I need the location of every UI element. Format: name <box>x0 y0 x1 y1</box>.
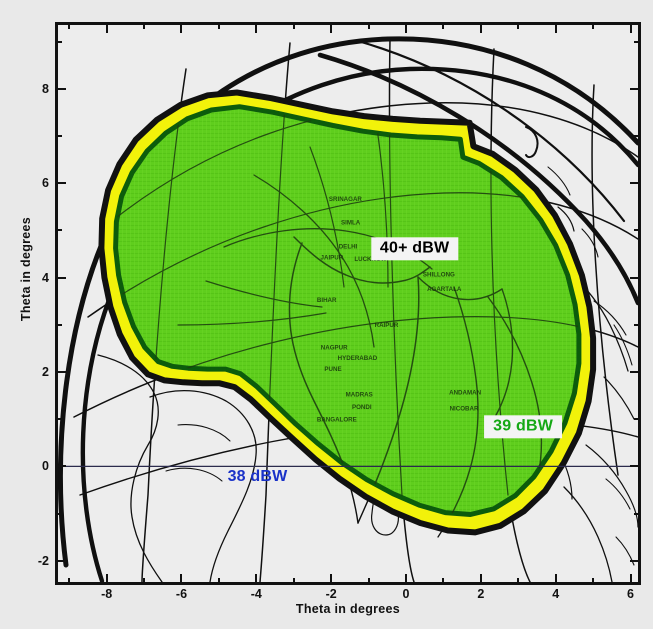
y-tick-right <box>630 276 639 279</box>
y-tick-label: 4 <box>42 270 49 285</box>
y-tick-right <box>634 323 639 326</box>
y-tick <box>57 418 62 421</box>
y-tick-right <box>630 182 639 185</box>
y-tick-label: 0 <box>42 459 49 474</box>
x-tick <box>292 578 295 583</box>
contour-map-canvas: SRINAGARSIMLADELHIJAIPURLUCKNOWPATNAGUWA… <box>58 36 638 582</box>
place-label: PONDI <box>352 404 372 411</box>
x-tick <box>479 574 482 583</box>
x-tick <box>442 578 445 583</box>
place-label: NAGPUR <box>321 344 348 351</box>
x-tick-label: 6 <box>627 587 634 601</box>
place-label: RAIPUR <box>375 322 399 329</box>
x-tick-label: -4 <box>250 587 262 601</box>
place-label: BANGALORE <box>317 417 357 424</box>
x-tick-top <box>517 24 520 29</box>
y-tick <box>57 229 62 232</box>
y-tick-label: 6 <box>42 176 49 191</box>
x-tick-label: 2 <box>477 587 485 601</box>
contour-label-38-dbw: 38 dBW <box>227 467 288 485</box>
x-tick <box>255 574 258 583</box>
place-label: NICOBAR <box>450 406 479 413</box>
plot-area: SRINAGARSIMLADELHIJAIPURLUCKNOWPATNAGUWA… <box>55 22 641 585</box>
x-tick <box>517 578 520 583</box>
y-tick-label: 2 <box>42 364 49 379</box>
y-tick-right <box>634 512 639 515</box>
y-tick-right <box>630 559 639 562</box>
x-tick <box>105 574 108 583</box>
y-tick <box>57 512 62 515</box>
x-tick-top <box>367 24 370 29</box>
place-label: LUCKNOW <box>354 256 386 263</box>
x-tick <box>68 578 71 583</box>
x-tick-label: 4 <box>552 587 560 601</box>
x-tick-label: 0 <box>402 587 410 601</box>
x-tick-top <box>255 24 258 33</box>
x-tick-label: -2 <box>325 587 337 601</box>
x-tick-top <box>629 24 632 33</box>
contour-40-dbw-outline <box>113 104 582 517</box>
place-label: ANDAMAN <box>449 390 481 397</box>
x-tick-top <box>554 24 557 33</box>
x-tick-top <box>292 24 295 29</box>
y-tick <box>57 276 66 279</box>
place-label: SIMLA <box>341 220 361 227</box>
place-label: PUNE <box>324 366 341 373</box>
contour-label-39-dbw: 39 dBW <box>484 414 563 439</box>
y-tick-right <box>634 418 639 421</box>
x-tick-label: -8 <box>101 587 113 601</box>
y-tick <box>57 465 66 468</box>
y-tick <box>57 40 62 43</box>
x-tick <box>143 578 146 583</box>
x-tick-top <box>143 24 146 29</box>
y-tick <box>57 370 66 373</box>
y-tick <box>57 134 62 137</box>
place-label: JAIPUR <box>321 255 344 262</box>
y-tick-right <box>630 87 639 90</box>
x-tick <box>592 578 595 583</box>
place-label: MADRAS <box>346 392 373 399</box>
x-tick <box>330 574 333 583</box>
contour-label-40-dbw: 40+ dBW <box>370 236 459 261</box>
y-tick-label: 8 <box>42 81 49 96</box>
y-tick-label: -2 <box>37 553 49 568</box>
y-tick-right <box>630 370 639 373</box>
y-tick-right <box>630 465 639 468</box>
y-tick-right <box>634 40 639 43</box>
y-tick <box>57 182 66 185</box>
y-tick <box>57 87 66 90</box>
x-tick-top <box>330 24 333 33</box>
x-tick-top <box>592 24 595 29</box>
x-tick <box>405 574 407 583</box>
place-label: DELHI <box>339 243 358 250</box>
x-tick-top <box>68 24 71 29</box>
y-tick <box>57 559 66 562</box>
x-tick-top <box>180 24 183 33</box>
x-axis-title: Theta in degrees <box>295 602 401 616</box>
place-label: BIHAR <box>317 297 337 304</box>
x-tick-label: -6 <box>175 587 188 601</box>
place-label: HYDERABAD <box>338 355 378 362</box>
x-tick <box>554 574 557 583</box>
y-tick-right <box>634 134 639 137</box>
place-label: SRINAGAR <box>329 196 363 203</box>
x-tick-top <box>442 24 445 29</box>
place-label: SHILLONG <box>423 272 455 279</box>
x-tick <box>180 574 183 583</box>
x-tick-top <box>405 24 407 33</box>
y-axis-title: Theta in degrees <box>19 216 33 322</box>
x-tick <box>629 574 632 583</box>
x-tick-top <box>105 24 108 33</box>
y-tick-right <box>634 229 639 232</box>
x-tick-top <box>479 24 482 33</box>
y-tick <box>57 323 62 326</box>
x-tick <box>217 578 220 583</box>
x-tick-top <box>217 24 220 29</box>
x-tick <box>367 578 370 583</box>
place-label: AGARTALA <box>427 286 462 293</box>
